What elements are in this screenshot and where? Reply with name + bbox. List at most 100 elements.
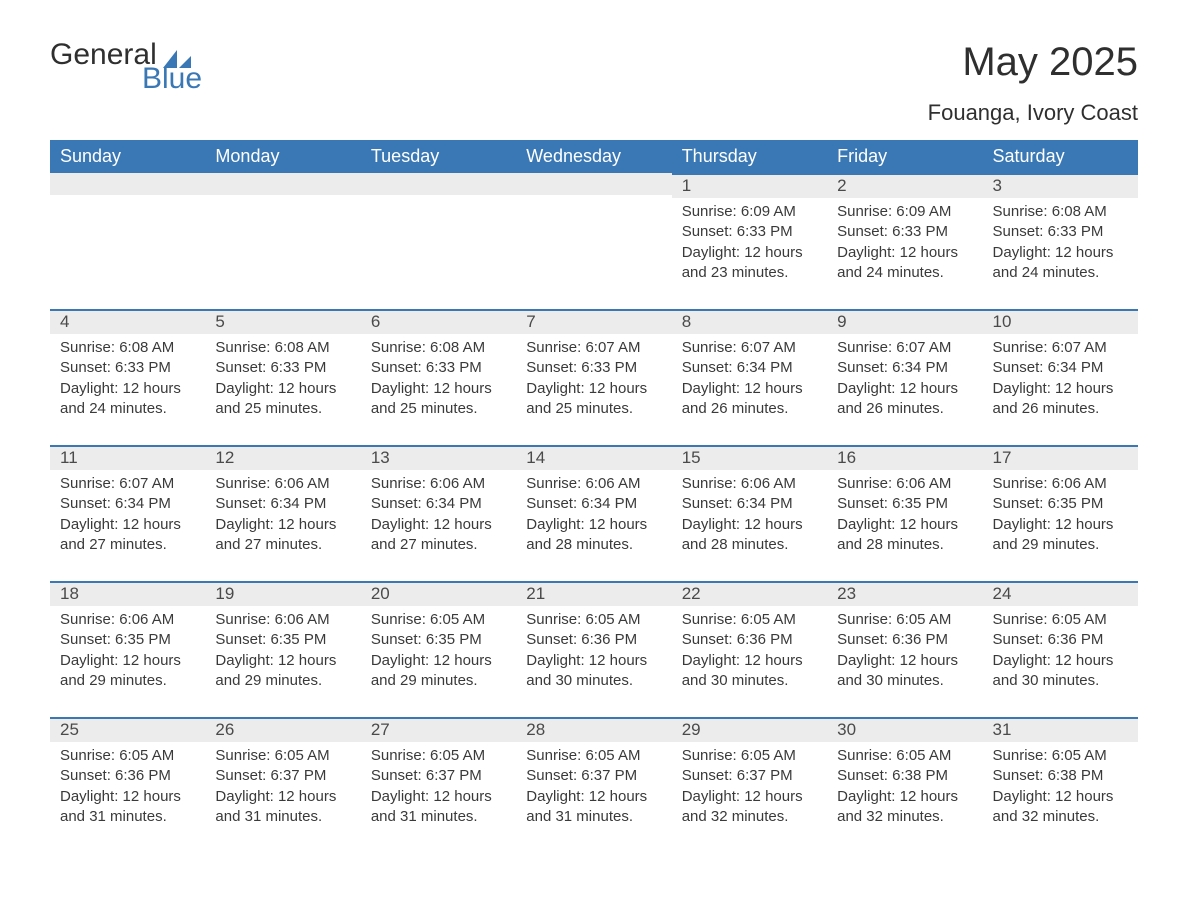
day-number: 30 <box>827 719 982 742</box>
empty-cell <box>516 173 671 195</box>
sunset-line: Sunset: 6:34 PM <box>215 494 350 514</box>
day-number: 20 <box>361 583 516 606</box>
day-wrap: 13Sunrise: 6:06 AMSunset: 6:34 PMDayligh… <box>361 445 516 563</box>
calendar-cell: 2Sunrise: 6:09 AMSunset: 6:33 PMDaylight… <box>827 173 982 309</box>
daylight-line: Daylight: 12 hours and 29 minutes. <box>371 651 506 692</box>
calendar-cell: 15Sunrise: 6:06 AMSunset: 6:34 PMDayligh… <box>672 445 827 581</box>
day-body: Sunrise: 6:05 AMSunset: 6:36 PMDaylight:… <box>516 606 671 699</box>
daylight-line: Daylight: 12 hours and 27 minutes. <box>215 515 350 556</box>
calendar-cell: 26Sunrise: 6:05 AMSunset: 6:37 PMDayligh… <box>205 717 360 853</box>
sunset-line: Sunset: 6:35 PM <box>993 494 1128 514</box>
daylight-line: Daylight: 12 hours and 27 minutes. <box>371 515 506 556</box>
calendar-cell: 23Sunrise: 6:05 AMSunset: 6:36 PMDayligh… <box>827 581 982 717</box>
day-number: 31 <box>983 719 1138 742</box>
day-number: 22 <box>672 583 827 606</box>
day-wrap: 7Sunrise: 6:07 AMSunset: 6:33 PMDaylight… <box>516 309 671 427</box>
weekday-header: Monday <box>205 140 360 173</box>
calendar-cell: 14Sunrise: 6:06 AMSunset: 6:34 PMDayligh… <box>516 445 671 581</box>
sunrise-line: Sunrise: 6:06 AM <box>215 474 350 494</box>
sunrise-line: Sunrise: 6:07 AM <box>682 338 817 358</box>
sunset-line: Sunset: 6:38 PM <box>837 766 972 786</box>
weekday-header: Thursday <box>672 140 827 173</box>
daylight-line: Daylight: 12 hours and 30 minutes. <box>526 651 661 692</box>
sunset-line: Sunset: 6:35 PM <box>371 630 506 650</box>
daylight-line: Daylight: 12 hours and 27 minutes. <box>60 515 195 556</box>
day-wrap: 15Sunrise: 6:06 AMSunset: 6:34 PMDayligh… <box>672 445 827 563</box>
day-body: Sunrise: 6:07 AMSunset: 6:34 PMDaylight:… <box>672 334 827 427</box>
weekday-header: Sunday <box>50 140 205 173</box>
sunset-line: Sunset: 6:34 PM <box>682 494 817 514</box>
day-wrap: 12Sunrise: 6:06 AMSunset: 6:34 PMDayligh… <box>205 445 360 563</box>
daylight-line: Daylight: 12 hours and 25 minutes. <box>215 379 350 420</box>
daylight-line: Daylight: 12 hours and 32 minutes. <box>837 787 972 828</box>
day-number: 27 <box>361 719 516 742</box>
title-block: May 2025 Fouanga, Ivory Coast <box>928 40 1138 126</box>
day-body: Sunrise: 6:09 AMSunset: 6:33 PMDaylight:… <box>827 198 982 291</box>
day-wrap: 6Sunrise: 6:08 AMSunset: 6:33 PMDaylight… <box>361 309 516 427</box>
sunrise-line: Sunrise: 6:07 AM <box>526 338 661 358</box>
calendar-cell: 22Sunrise: 6:05 AMSunset: 6:36 PMDayligh… <box>672 581 827 717</box>
day-wrap: 10Sunrise: 6:07 AMSunset: 6:34 PMDayligh… <box>983 309 1138 427</box>
day-number: 18 <box>50 583 205 606</box>
sunrise-line: Sunrise: 6:06 AM <box>993 474 1128 494</box>
sunset-line: Sunset: 6:35 PM <box>837 494 972 514</box>
daylight-line: Daylight: 12 hours and 25 minutes. <box>371 379 506 420</box>
day-body: Sunrise: 6:06 AMSunset: 6:35 PMDaylight:… <box>50 606 205 699</box>
sunrise-line: Sunrise: 6:05 AM <box>371 746 506 766</box>
calendar-cell: 12Sunrise: 6:06 AMSunset: 6:34 PMDayligh… <box>205 445 360 581</box>
sunset-line: Sunset: 6:37 PM <box>215 766 350 786</box>
daylight-line: Daylight: 12 hours and 31 minutes. <box>60 787 195 828</box>
day-body: Sunrise: 6:08 AMSunset: 6:33 PMDaylight:… <box>205 334 360 427</box>
day-body: Sunrise: 6:05 AMSunset: 6:38 PMDaylight:… <box>827 742 982 835</box>
day-number: 16 <box>827 447 982 470</box>
sunset-line: Sunset: 6:33 PM <box>371 358 506 378</box>
sunset-line: Sunset: 6:34 PM <box>60 494 195 514</box>
day-number: 24 <box>983 583 1138 606</box>
calendar-row: 11Sunrise: 6:07 AMSunset: 6:34 PMDayligh… <box>50 445 1138 581</box>
empty-cell <box>50 173 205 195</box>
day-wrap: 29Sunrise: 6:05 AMSunset: 6:37 PMDayligh… <box>672 717 827 835</box>
calendar-cell <box>361 173 516 309</box>
calendar-page: General Blue May 2025 Fouanga, Ivory Coa… <box>0 0 1188 883</box>
day-number: 14 <box>516 447 671 470</box>
day-body: Sunrise: 6:07 AMSunset: 6:33 PMDaylight:… <box>516 334 671 427</box>
calendar-row: 1Sunrise: 6:09 AMSunset: 6:33 PMDaylight… <box>50 173 1138 309</box>
sunrise-line: Sunrise: 6:08 AM <box>215 338 350 358</box>
empty-cell <box>205 173 360 195</box>
day-body: Sunrise: 6:07 AMSunset: 6:34 PMDaylight:… <box>50 470 205 563</box>
day-body: Sunrise: 6:05 AMSunset: 6:36 PMDaylight:… <box>827 606 982 699</box>
calendar-table: SundayMondayTuesdayWednesdayThursdayFrid… <box>50 140 1138 853</box>
day-body: Sunrise: 6:05 AMSunset: 6:38 PMDaylight:… <box>983 742 1138 835</box>
day-wrap: 14Sunrise: 6:06 AMSunset: 6:34 PMDayligh… <box>516 445 671 563</box>
day-number: 10 <box>983 311 1138 334</box>
sunrise-line: Sunrise: 6:08 AM <box>993 202 1128 222</box>
sunset-line: Sunset: 6:34 PM <box>526 494 661 514</box>
sunset-line: Sunset: 6:36 PM <box>837 630 972 650</box>
empty-cell <box>361 173 516 195</box>
calendar-cell: 17Sunrise: 6:06 AMSunset: 6:35 PMDayligh… <box>983 445 1138 581</box>
daylight-line: Daylight: 12 hours and 29 minutes. <box>215 651 350 692</box>
sunset-line: Sunset: 6:36 PM <box>993 630 1128 650</box>
sunset-line: Sunset: 6:38 PM <box>993 766 1128 786</box>
daylight-line: Daylight: 12 hours and 28 minutes. <box>526 515 661 556</box>
daylight-line: Daylight: 12 hours and 26 minutes. <box>682 379 817 420</box>
weekday-row: SundayMondayTuesdayWednesdayThursdayFrid… <box>50 140 1138 173</box>
sunset-line: Sunset: 6:33 PM <box>215 358 350 378</box>
day-wrap: 18Sunrise: 6:06 AMSunset: 6:35 PMDayligh… <box>50 581 205 699</box>
calendar-cell: 31Sunrise: 6:05 AMSunset: 6:38 PMDayligh… <box>983 717 1138 853</box>
day-wrap: 17Sunrise: 6:06 AMSunset: 6:35 PMDayligh… <box>983 445 1138 563</box>
calendar-cell <box>205 173 360 309</box>
sunset-line: Sunset: 6:35 PM <box>60 630 195 650</box>
day-number: 23 <box>827 583 982 606</box>
sunset-line: Sunset: 6:33 PM <box>526 358 661 378</box>
day-body: Sunrise: 6:05 AMSunset: 6:37 PMDaylight:… <box>361 742 516 835</box>
day-wrap: 11Sunrise: 6:07 AMSunset: 6:34 PMDayligh… <box>50 445 205 563</box>
day-body: Sunrise: 6:06 AMSunset: 6:34 PMDaylight:… <box>205 470 360 563</box>
day-number: 7 <box>516 311 671 334</box>
day-body: Sunrise: 6:08 AMSunset: 6:33 PMDaylight:… <box>50 334 205 427</box>
sunrise-line: Sunrise: 6:05 AM <box>682 746 817 766</box>
sunset-line: Sunset: 6:33 PM <box>993 222 1128 242</box>
day-body: Sunrise: 6:05 AMSunset: 6:36 PMDaylight:… <box>672 606 827 699</box>
day-number: 6 <box>361 311 516 334</box>
day-body: Sunrise: 6:05 AMSunset: 6:37 PMDaylight:… <box>205 742 360 835</box>
